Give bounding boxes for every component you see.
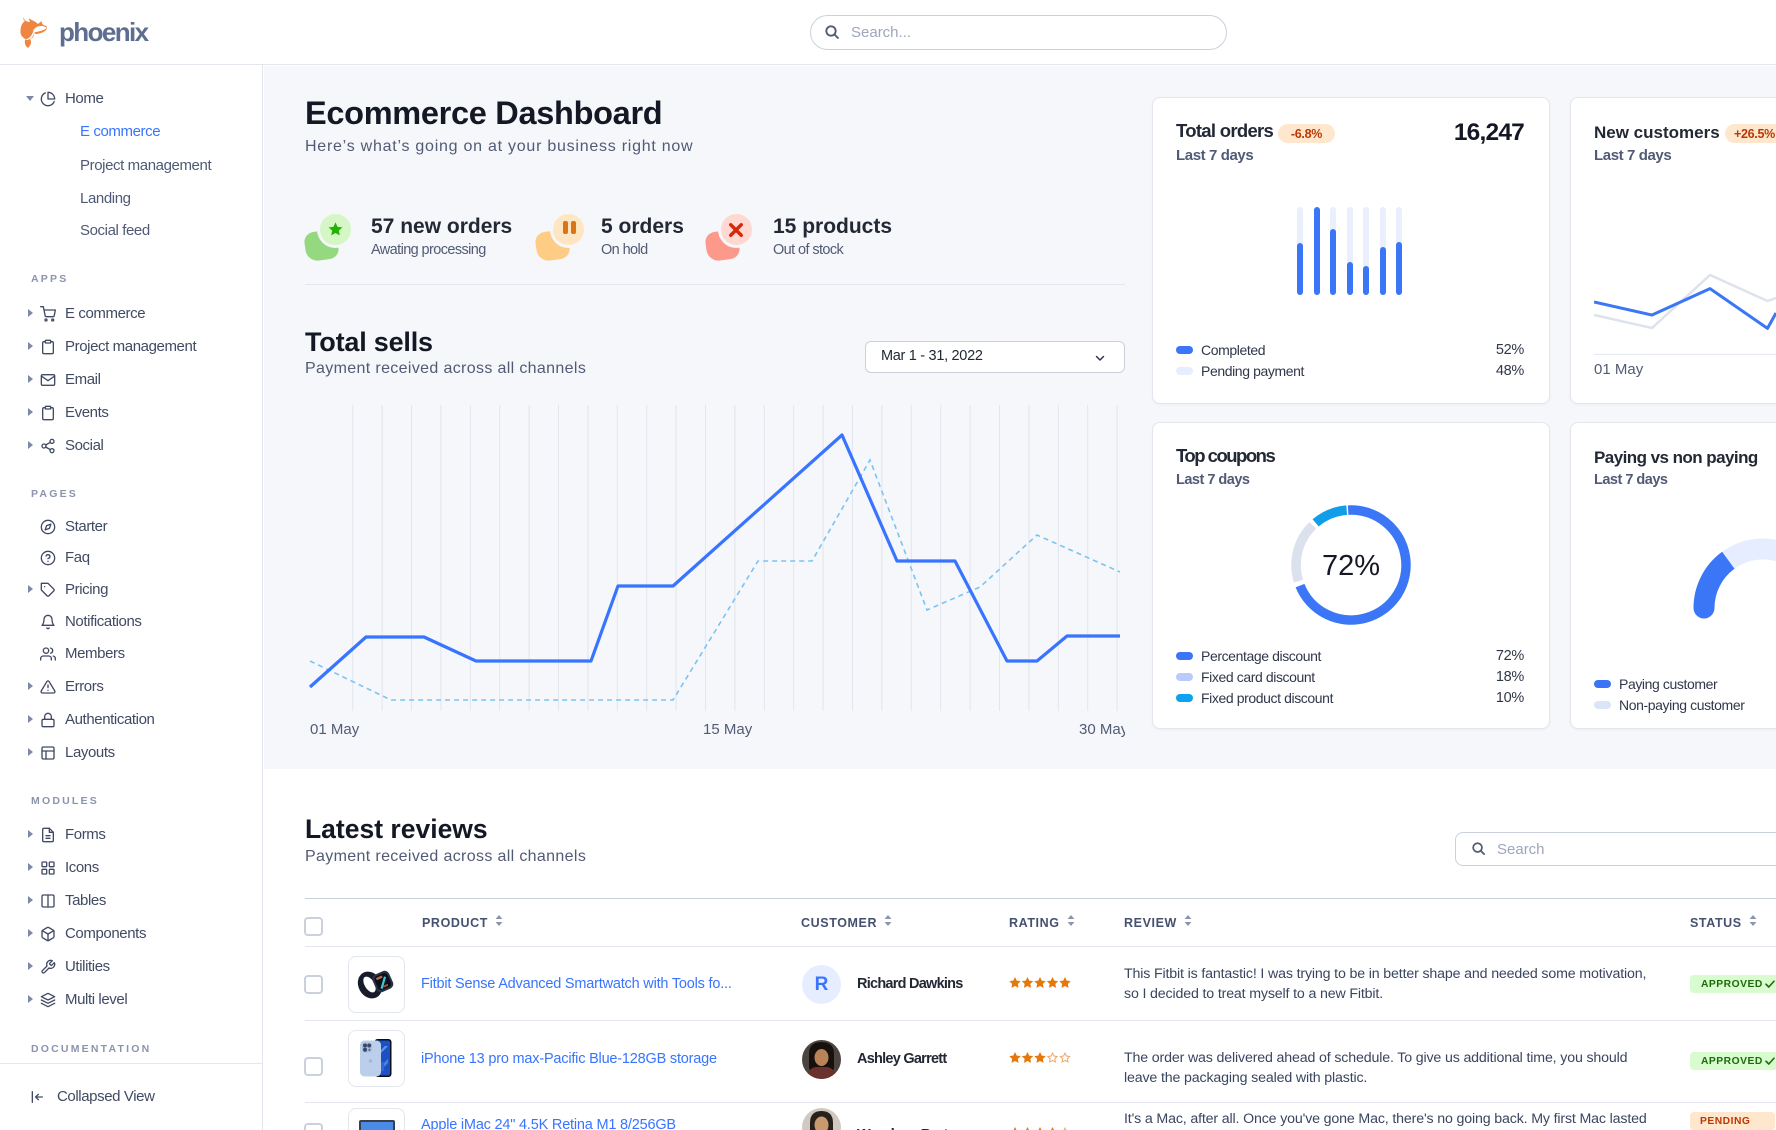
svg-text:15 May: 15 May [703,721,753,738]
svg-text:30 May: 30 May [1079,721,1125,738]
svg-text:01 May: 01 May [1594,361,1644,378]
svg-text:01 May: 01 May [310,721,360,738]
